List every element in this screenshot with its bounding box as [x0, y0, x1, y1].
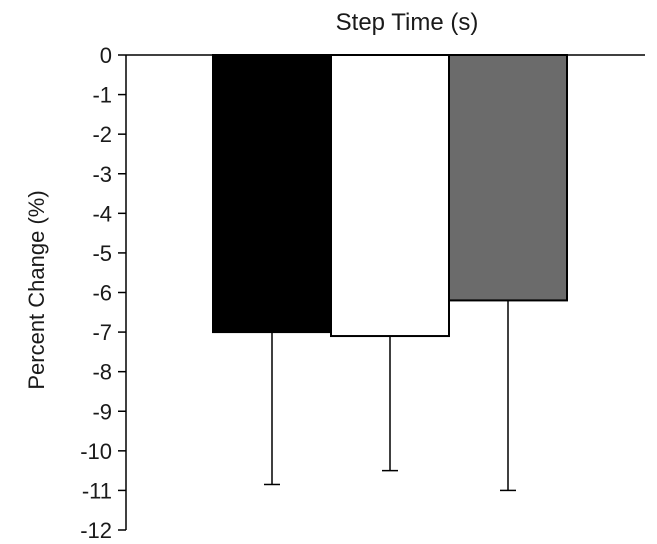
y-tick-label: -5	[92, 241, 112, 266]
chart-title: Step Time (s)	[336, 9, 479, 36]
y-tick-label: -12	[80, 518, 112, 543]
y-tick-label: -7	[92, 320, 112, 345]
y-tick-label: -9	[92, 399, 112, 424]
y-tick-label: -6	[92, 281, 112, 306]
y-tick-label: -3	[92, 162, 112, 187]
y-tick-label: -1	[92, 83, 112, 108]
bars	[212, 54, 568, 338]
y-tick-label: 0	[100, 43, 112, 68]
bar	[212, 54, 332, 334]
y-tick-label: -8	[92, 360, 112, 385]
y-tick-label: -10	[80, 439, 112, 464]
y-tick-label: -2	[92, 122, 112, 147]
y-axis-title: Percent Change (%)	[24, 190, 49, 389]
bar	[330, 54, 450, 338]
y-ticks: 0 -1 -2 -3 -4 -5 -6 -7 -8 -9 -10 -11 -12	[80, 43, 126, 543]
y-tick-label: -11	[82, 478, 112, 503]
error-bars	[264, 300, 516, 492]
bar	[448, 54, 568, 302]
y-tick-label: -4	[92, 201, 112, 226]
